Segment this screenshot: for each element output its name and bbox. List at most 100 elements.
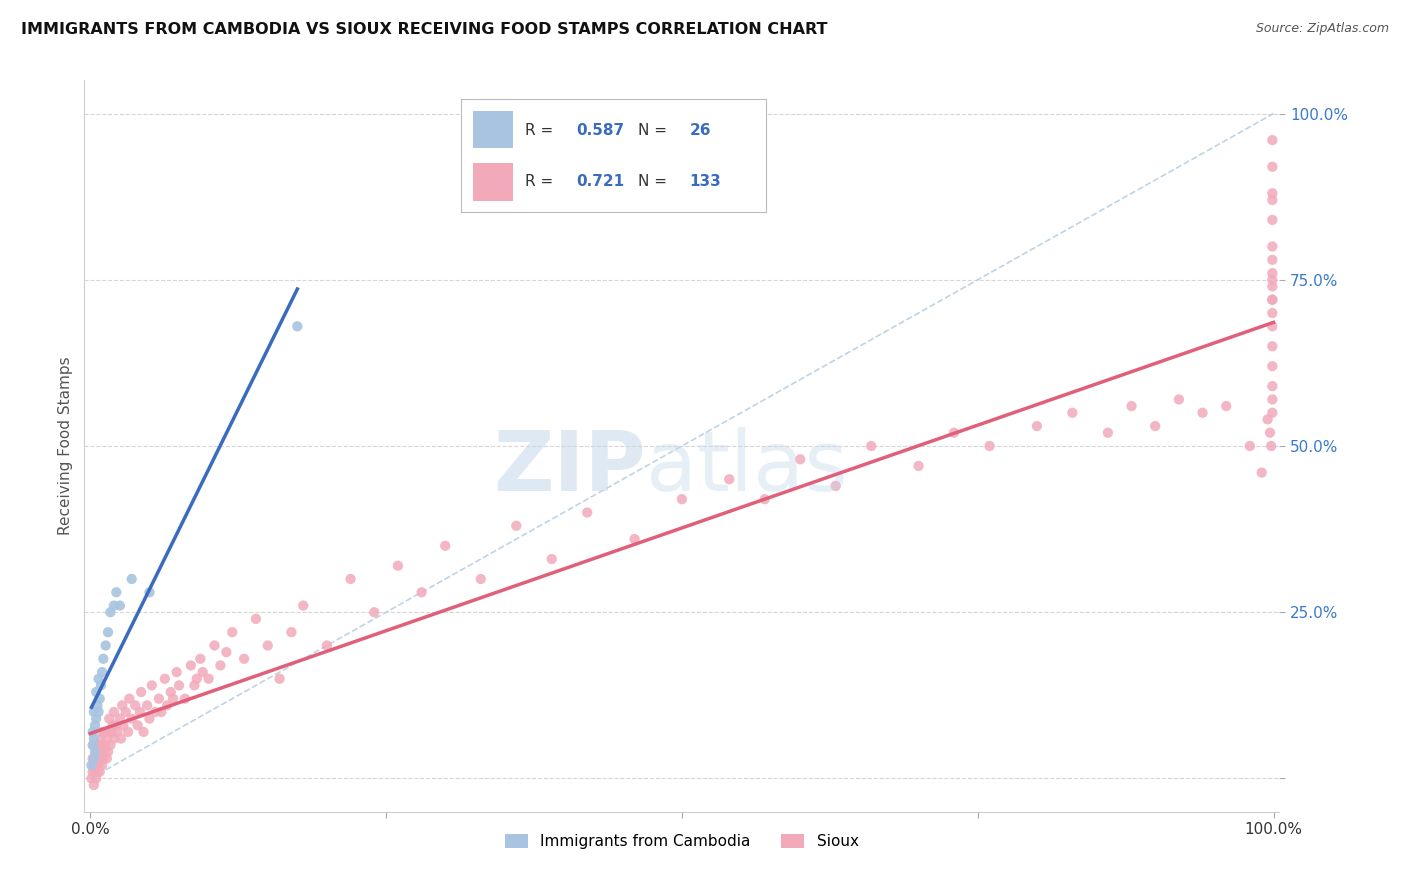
Point bbox=[387, 558, 409, 573]
Point bbox=[84, 745, 107, 759]
Text: ZIP: ZIP bbox=[494, 427, 647, 508]
Point bbox=[943, 425, 966, 440]
Point bbox=[143, 705, 166, 719]
Point bbox=[136, 698, 159, 713]
Point bbox=[84, 745, 107, 759]
Point bbox=[118, 691, 141, 706]
Point bbox=[1261, 359, 1284, 374]
Point bbox=[87, 758, 110, 772]
Point bbox=[97, 745, 120, 759]
Point bbox=[204, 639, 226, 653]
Point bbox=[98, 725, 121, 739]
Text: IMMIGRANTS FROM CAMBODIA VS SIOUX RECEIVING FOOD STAMPS CORRELATION CHART: IMMIGRANTS FROM CAMBODIA VS SIOUX RECEIV… bbox=[21, 22, 828, 37]
Point bbox=[434, 539, 457, 553]
Point bbox=[153, 672, 176, 686]
Point bbox=[1258, 425, 1281, 440]
Point bbox=[860, 439, 883, 453]
Point bbox=[121, 572, 143, 586]
Point bbox=[80, 758, 103, 772]
Point bbox=[96, 751, 118, 765]
Point bbox=[87, 738, 110, 752]
Point bbox=[1025, 419, 1047, 434]
Point bbox=[114, 705, 136, 719]
Point bbox=[83, 751, 105, 765]
Point bbox=[100, 725, 122, 739]
Point bbox=[576, 506, 599, 520]
Point bbox=[98, 712, 121, 726]
Point bbox=[156, 698, 179, 713]
Point bbox=[339, 572, 361, 586]
Point bbox=[1261, 406, 1284, 420]
Point bbox=[84, 751, 107, 765]
Point bbox=[1097, 425, 1119, 440]
Point bbox=[103, 731, 125, 746]
Point bbox=[141, 678, 163, 692]
Point bbox=[316, 639, 339, 653]
Point bbox=[86, 751, 108, 765]
Point bbox=[221, 625, 243, 640]
Point bbox=[110, 731, 132, 746]
Point bbox=[1261, 293, 1284, 307]
Point bbox=[96, 731, 118, 746]
Point bbox=[112, 718, 135, 732]
Point bbox=[124, 698, 146, 713]
Point bbox=[101, 718, 124, 732]
Point bbox=[90, 731, 112, 746]
Point bbox=[148, 691, 170, 706]
Point bbox=[1261, 279, 1284, 293]
Point bbox=[111, 698, 134, 713]
Point bbox=[1261, 319, 1284, 334]
Point bbox=[100, 738, 122, 752]
Point bbox=[108, 712, 131, 726]
Point bbox=[1261, 339, 1284, 353]
Point bbox=[907, 458, 929, 473]
Point bbox=[180, 658, 202, 673]
Point bbox=[174, 691, 197, 706]
Point bbox=[89, 691, 111, 706]
Point bbox=[117, 725, 139, 739]
Point bbox=[540, 552, 562, 566]
Point bbox=[470, 572, 492, 586]
Point bbox=[105, 585, 128, 599]
Point bbox=[91, 665, 114, 679]
Point bbox=[280, 625, 302, 640]
Point bbox=[269, 672, 291, 686]
Point bbox=[411, 585, 433, 599]
Point bbox=[94, 738, 117, 752]
Point bbox=[159, 685, 181, 699]
Point bbox=[233, 652, 256, 666]
Point bbox=[80, 772, 103, 786]
Point bbox=[82, 738, 104, 752]
Point bbox=[129, 685, 152, 699]
Point bbox=[90, 751, 112, 765]
Point bbox=[162, 691, 184, 706]
Point bbox=[1167, 392, 1189, 407]
Point bbox=[103, 705, 125, 719]
Point bbox=[91, 745, 114, 759]
Point bbox=[82, 751, 104, 765]
Legend: Immigrants from Cambodia, Sioux: Immigrants from Cambodia, Sioux bbox=[499, 828, 865, 855]
Y-axis label: Receiving Food Stamps: Receiving Food Stamps bbox=[58, 357, 73, 535]
Point bbox=[84, 764, 107, 779]
Point bbox=[132, 725, 155, 739]
Point bbox=[1261, 252, 1284, 267]
Point bbox=[84, 685, 107, 699]
Point bbox=[209, 658, 232, 673]
Point bbox=[824, 479, 846, 493]
Point bbox=[108, 599, 131, 613]
Point bbox=[245, 612, 267, 626]
Point bbox=[215, 645, 238, 659]
Point bbox=[183, 678, 205, 692]
Point bbox=[1121, 399, 1143, 413]
Point bbox=[256, 639, 278, 653]
Point bbox=[285, 319, 308, 334]
Point bbox=[1261, 213, 1284, 227]
Point bbox=[292, 599, 315, 613]
Point bbox=[1191, 406, 1213, 420]
Point bbox=[87, 672, 110, 686]
Point bbox=[1250, 466, 1272, 480]
Point bbox=[1261, 160, 1284, 174]
Point bbox=[138, 585, 160, 599]
Point bbox=[1261, 133, 1284, 147]
Point bbox=[107, 725, 129, 739]
